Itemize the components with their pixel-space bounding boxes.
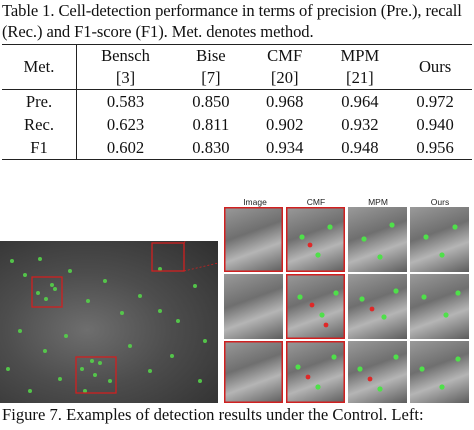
table-cell-best: 0.956 [416, 137, 454, 157]
figure-caption: Figure 7. Examples of detection results … [2, 405, 424, 424]
column-label-mpm: MPM [368, 197, 388, 207]
table-row: F1 0.602 0.830 0.934 0.948 0.956 [2, 136, 472, 160]
method-header: Bise [196, 46, 226, 65]
table-cell: 0.850 [192, 91, 230, 111]
crop-cmf-row3 [286, 341, 345, 403]
table-caption: Table 1. Cell-detection performance in t… [2, 1, 462, 41]
corner-header: Met. [2, 44, 77, 90]
table-cell: 0.602 [106, 137, 145, 157]
table-cell: 0.964 [341, 91, 379, 111]
table-cell: 0.948 [341, 137, 379, 157]
table-cell: 0.968 [266, 91, 304, 111]
method-ref: [21] [346, 68, 374, 87]
table-row: Rec. 0.623 0.811 0.902 0.932 0.940 [2, 113, 472, 136]
crop-detection-markers [295, 222, 461, 392]
overview-micrograph [0, 241, 218, 403]
crop-cmf-row2 [286, 274, 345, 339]
column-label-ours: Ours [430, 197, 450, 207]
crop-ours-row1 [410, 207, 469, 272]
crop-mpm-row2 [348, 274, 407, 339]
row-label: F1 [2, 136, 77, 160]
crop-cmf-row1 [286, 207, 345, 272]
row-label: Pre. [2, 89, 77, 113]
table-cell: 0.830 [192, 137, 230, 157]
crop-ours-row2 [410, 274, 469, 339]
table-cell: 0.583 [106, 91, 145, 111]
crop-image-row3 [224, 341, 283, 403]
column-label-cmf: CMF [306, 197, 326, 207]
table-cell: 0.623 [106, 114, 145, 134]
overview-cells [6, 241, 218, 394]
table-cell-best: 0.972 [416, 91, 454, 111]
crop-mpm-row3 [348, 341, 407, 403]
method-ref: [7] [201, 68, 221, 87]
table-row: Pre. 0.583 0.850 0.968 0.964 0.972 [2, 89, 472, 113]
detection-figure: Image CMF MPM Ours [0, 197, 474, 403]
method-header: CMF [267, 46, 303, 65]
table-cell: 0.932 [341, 114, 379, 134]
method-ref: [3] [115, 68, 136, 87]
method-ref: [20] [270, 68, 299, 87]
column-label-image: Image [243, 197, 267, 207]
method-header: Bensch [101, 46, 150, 65]
crop-image-row1 [224, 207, 283, 272]
crop-ours-row3 [410, 341, 469, 403]
crop-mpm-row1 [348, 207, 407, 272]
row-label: Rec. [2, 113, 77, 136]
table-cell: 0.811 [192, 114, 230, 134]
table-cell-best: 0.940 [416, 114, 454, 134]
table-cell: 0.934 [266, 137, 304, 157]
crop-image-row2 [224, 274, 283, 339]
table-cell: 0.902 [266, 114, 304, 134]
results-table: Met. Bensch Bise CMF MPM Ours [3] [7] [2… [2, 44, 472, 160]
method-header: Ours [418, 57, 452, 76]
method-header: MPM [340, 46, 380, 65]
